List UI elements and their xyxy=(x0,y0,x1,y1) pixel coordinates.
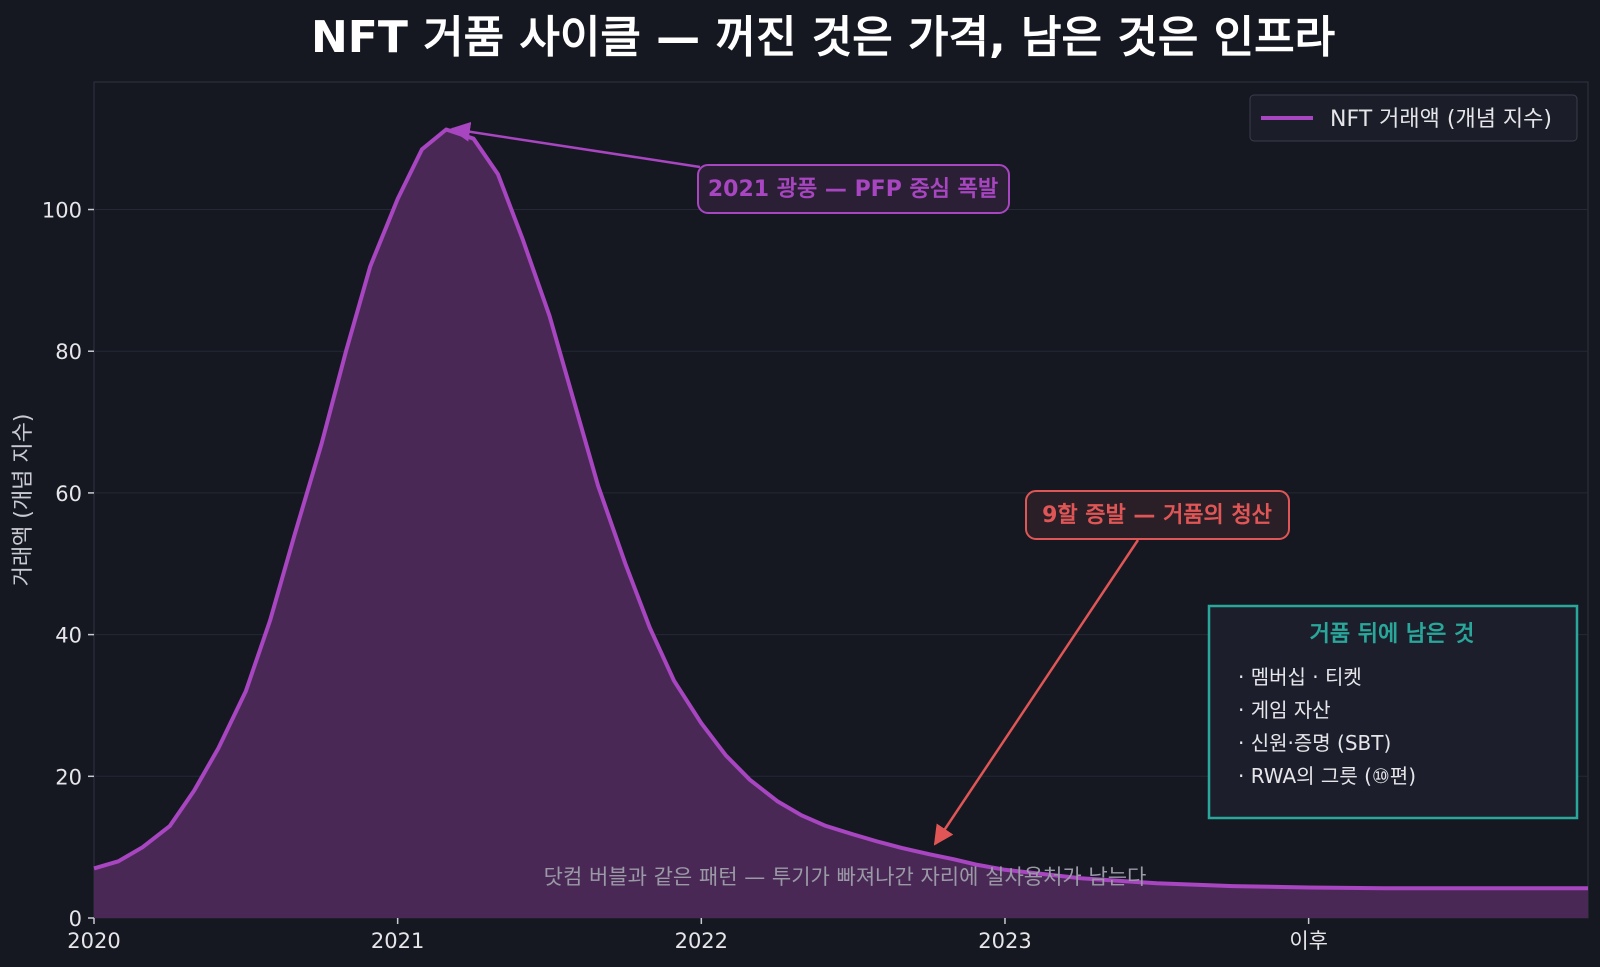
y-axis-label: 거래액 (개념 지수) xyxy=(11,414,36,587)
series-area xyxy=(93,127,1588,918)
legacy-box-title: 거품 뒤에 남은 것 xyxy=(1310,622,1475,647)
y-tick-label: 40 xyxy=(55,624,82,648)
crash-arrow xyxy=(933,539,1140,846)
legacy-box: 거품 뒤에 남은 것 · 멤버십 · 티켓 · 게임 자산 · 신원·증명 (S… xyxy=(1207,604,1579,820)
x-tick-label: 2021 xyxy=(371,929,424,953)
y-tick-label: 20 xyxy=(55,765,82,789)
peak-annotation: 2021 광풍 — PFP 중심 폭발 xyxy=(450,121,1010,214)
peak-arrow xyxy=(450,121,701,169)
legacy-item: · 멤버십 · 티켓 xyxy=(1238,665,1362,689)
peak-annotation-text: 2021 광풍 — PFP 중심 폭발 xyxy=(708,177,998,202)
chart-title: NFT 거품 사이클 — 꺼진 것은 가격, 남은 것은 인프라 xyxy=(311,12,1335,63)
crash-annotation-text: 9할 증발 — 거품의 청산 xyxy=(1042,503,1272,528)
x-tick-label: 이후 xyxy=(1289,929,1328,953)
x-tick-label: 2020 xyxy=(67,929,120,953)
footnote: 닷컴 버블과 같은 패턴 — 투기가 빠져나간 자리에 실사용처가 남는다 xyxy=(544,865,1147,889)
axes: 0 20 40 60 80 100 2020 2021 2022 2023 이후 xyxy=(42,199,1328,953)
crash-annotation: 9할 증발 — 거품의 청산 xyxy=(933,490,1290,846)
series-area-fill xyxy=(94,129,1588,918)
x-tick-label: 2023 xyxy=(978,929,1031,953)
y-tick-label: 60 xyxy=(55,482,82,506)
y-tick-label: 100 xyxy=(42,199,82,223)
series-line xyxy=(93,127,1588,891)
legend-entry: NFT 거래액 (개념 지수) xyxy=(1330,107,1552,132)
x-tick-label: 2022 xyxy=(675,929,728,953)
legacy-item: · 신원·증명 (SBT) xyxy=(1238,731,1391,755)
legend: NFT 거래액 (개념 지수) xyxy=(1249,94,1578,142)
y-tick-label: 80 xyxy=(55,340,82,364)
legacy-item: · 게임 자산 xyxy=(1238,698,1331,722)
y-tick-label: 0 xyxy=(69,907,82,931)
legacy-item: · RWA의 그릇 (⑩편) xyxy=(1238,764,1416,788)
